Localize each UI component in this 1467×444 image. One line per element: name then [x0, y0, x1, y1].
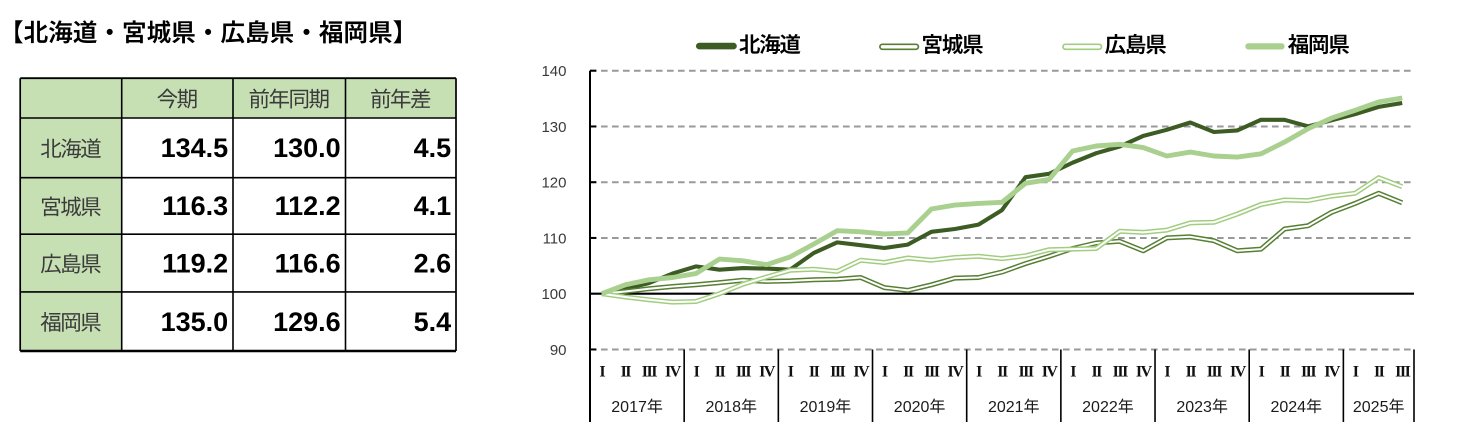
svg-text:I: I [976, 364, 982, 381]
svg-text:140: 140 [541, 63, 566, 80]
svg-text:5.4: 5.4 [414, 307, 452, 337]
svg-text:III: III [736, 364, 751, 381]
svg-text:III: III [1113, 364, 1128, 381]
svg-text:2024: 2024 [1270, 399, 1306, 416]
svg-text:129.6: 129.6 [273, 307, 341, 337]
svg-text:130.0: 130.0 [273, 133, 341, 163]
svg-text:III: III [830, 364, 845, 381]
svg-text:130: 130 [541, 119, 566, 136]
svg-text:90: 90 [550, 342, 567, 359]
svg-text:2022: 2022 [1082, 399, 1118, 416]
svg-text:II: II [1374, 364, 1385, 381]
svg-text:I: I [599, 364, 605, 381]
svg-text:IV: IV [853, 364, 870, 381]
svg-text:4.5: 4.5 [414, 133, 452, 163]
svg-text:134.5: 134.5 [161, 133, 229, 163]
svg-text:IV: IV [1230, 364, 1247, 381]
svg-text:2025: 2025 [1353, 399, 1389, 416]
svg-text:II: II [1186, 364, 1197, 381]
svg-text:II: II [997, 364, 1008, 381]
svg-text:110: 110 [543, 230, 567, 247]
svg-text:IV: IV [759, 364, 776, 381]
svg-text:III: III [1018, 364, 1033, 381]
svg-text:2017: 2017 [611, 399, 647, 416]
svg-text:I: I [882, 364, 888, 381]
svg-text:II: II [1091, 364, 1102, 381]
svg-text:II: II [1280, 364, 1291, 381]
svg-text:135.0: 135.0 [161, 307, 229, 337]
svg-text:I: I [788, 364, 794, 381]
svg-text:II: II [621, 364, 632, 381]
svg-text:III: III [1207, 364, 1222, 381]
svg-text:II: II [715, 364, 726, 381]
svg-text:2018: 2018 [705, 399, 741, 416]
svg-text:I: I [1070, 364, 1076, 381]
svg-text:120: 120 [541, 175, 566, 192]
svg-text:I: I [1259, 364, 1265, 381]
svg-text:IV: IV [1324, 364, 1341, 381]
svg-text:II: II [903, 364, 914, 381]
svg-text:112.2: 112.2 [275, 191, 341, 221]
svg-text:100: 100 [541, 286, 566, 303]
svg-text:III: III [1301, 364, 1316, 381]
svg-text:I: I [1164, 364, 1170, 381]
svg-text:2020: 2020 [894, 399, 930, 416]
svg-text:2019: 2019 [800, 399, 836, 416]
svg-text:I: I [694, 364, 700, 381]
svg-text:2.6: 2.6 [414, 248, 452, 278]
svg-text:116.6: 116.6 [275, 248, 341, 278]
svg-text:III: III [1395, 364, 1410, 381]
svg-text:II: II [809, 364, 820, 381]
svg-text:116.3: 116.3 [162, 191, 228, 221]
svg-text:III: III [924, 364, 939, 381]
svg-text:I: I [1353, 364, 1359, 381]
svg-text:IV: IV [1042, 364, 1059, 381]
svg-text:2021: 2021 [988, 399, 1024, 416]
svg-text:119.2: 119.2 [162, 248, 228, 278]
svg-text:4.1: 4.1 [414, 191, 452, 221]
svg-text:IV: IV [665, 364, 682, 381]
svg-text:IV: IV [948, 364, 965, 381]
svg-text:2023: 2023 [1176, 399, 1212, 416]
svg-text:III: III [642, 364, 657, 381]
svg-text:IV: IV [1136, 364, 1153, 381]
